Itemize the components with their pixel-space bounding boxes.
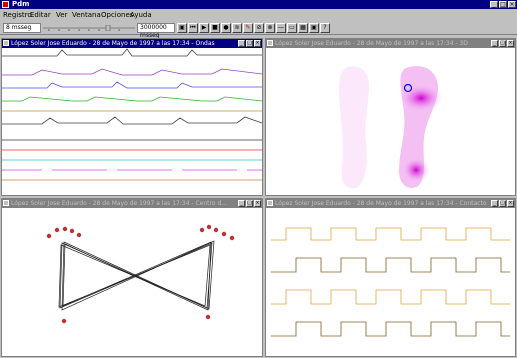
panel-3d: López Soler Jose Eduardo - 28 de Mayo de… <box>265 38 516 196</box>
menu-ayuda[interactable]: Ayuda <box>130 11 152 19</box>
contact-trace-3 <box>271 289 510 305</box>
panel-close-button[interactable]: × <box>507 200 514 207</box>
panel-contacto-title: López Soler Jose Eduardo - 28 de Mayo de… <box>275 200 487 207</box>
butterfly-path-2 <box>61 240 215 311</box>
slider-thumb <box>105 25 111 31</box>
menu-bar: Registro Editar Ver Ventana Opciones Ayu… <box>0 10 517 20</box>
wave-2 <box>2 68 262 76</box>
panel-maximize-button[interactable]: □ <box>246 40 253 47</box>
waves-icon[interactable]: ≋ <box>232 23 242 33</box>
stop-icon[interactable]: ■ <box>210 23 220 33</box>
menu-ventana[interactable]: Ventana <box>72 11 101 19</box>
help-icon[interactable]: ? <box>320 23 330 33</box>
panel-minimize-button[interactable]: _ <box>238 40 245 47</box>
marker-point <box>205 314 211 320</box>
wave-6 <box>2 116 262 125</box>
start-time-field[interactable]: 8 msseg <box>3 23 41 33</box>
butterfly-path-3 <box>58 244 211 308</box>
toolbar: 8 msseg 3000000 msseg ▣ ⏮ ▶ ■ ● ≋ ✎ ⊘ ⊗ … <box>0 21 517 39</box>
marker-point <box>62 226 68 232</box>
marker-point <box>69 228 75 234</box>
panel-centro-title: López Soler Jose Eduardo - 28 de Mayo de… <box>11 200 227 207</box>
panel-maximize-button[interactable]: □ <box>499 200 506 207</box>
menu-opciones[interactable]: Opciones <box>101 11 134 19</box>
pressure-map[interactable] <box>266 48 515 195</box>
contact-trace-1 <box>271 227 510 241</box>
end-time-field[interactable]: 3000000 msseg <box>137 23 175 39</box>
marker-point <box>76 232 82 238</box>
pressure-icon[interactable]: ⊗ <box>265 23 275 33</box>
marker-point <box>229 235 235 241</box>
contact-trace-2 <box>271 257 510 273</box>
panel-icon[interactable] <box>267 200 273 206</box>
window-icon[interactable]: ▣ <box>309 23 319 33</box>
app-title: Pdm <box>12 0 30 8</box>
marker-point <box>206 224 212 230</box>
record-icon[interactable]: ● <box>221 23 231 33</box>
panel-contacto-titlebar[interactable]: López Soler Jose Eduardo - 28 de Mayo de… <box>266 199 515 208</box>
marker-point <box>199 227 205 233</box>
panel-contacto: López Soler Jose Eduardo - 28 de Mayo de… <box>265 198 516 357</box>
zoom-icon[interactable]: ⊘ <box>254 23 264 33</box>
left-foot-shape <box>338 66 370 189</box>
waves-plot[interactable] <box>2 48 262 195</box>
marker-point <box>221 231 227 237</box>
panel-ondas-title: López Soler Jose Eduardo - 28 de Mayo de… <box>11 40 215 47</box>
panel-icon[interactable] <box>3 40 9 46</box>
panel-ondas: López Soler Jose Eduardo - 28 de Mayo de… <box>1 38 263 196</box>
butterfly-path-4 <box>62 241 212 311</box>
wave-3 <box>2 81 262 89</box>
pressure-hotspot-heel <box>402 157 430 183</box>
panel-close-button[interactable]: × <box>507 40 514 47</box>
menu-registro[interactable]: Registro <box>3 11 32 19</box>
panel-ondas-titlebar[interactable]: López Soler Jose Eduardo - 28 de Mayo de… <box>2 39 262 48</box>
panel-3d-titlebar[interactable]: López Soler Jose Eduardo - 28 de Mayo de… <box>266 39 515 48</box>
marker-point <box>213 227 219 233</box>
panel-3d-title: López Soler Jose Eduardo - 28 de Mayo de… <box>275 40 468 47</box>
panel-maximize-button[interactable]: □ <box>246 200 253 207</box>
panel-close-button[interactable]: × <box>254 40 261 47</box>
marker-point <box>46 233 52 239</box>
center-of-pressure-plot[interactable] <box>2 208 262 356</box>
panel-icon[interactable] <box>267 40 273 46</box>
rewind-icon[interactable]: ⏮ <box>188 23 198 33</box>
menu-editar[interactable]: Editar <box>30 11 51 19</box>
wave-1 <box>2 48 262 57</box>
panel-centro-titlebar[interactable]: López Soler Jose Eduardo - 28 de Mayo de… <box>2 199 262 208</box>
panel-close-button[interactable]: × <box>254 200 261 207</box>
save-icon[interactable]: ▣ <box>177 23 187 33</box>
panel-minimize-button[interactable]: _ <box>491 200 498 207</box>
pressure-hotspot-forefoot <box>399 84 443 112</box>
time-slider[interactable] <box>43 25 135 31</box>
app-titlebar: Pdm _ □ × <box>0 0 517 9</box>
grid-icon[interactable]: ▦ <box>298 23 308 33</box>
marker-point <box>61 318 67 324</box>
marker-icon[interactable]: ✎ <box>243 23 253 33</box>
maximize-button[interactable]: □ <box>499 1 507 8</box>
close-button[interactable]: × <box>508 1 516 8</box>
wave-4 <box>2 96 262 102</box>
panel-centro: López Soler Jose Eduardo - 28 de Mayo de… <box>1 198 263 357</box>
panel-maximize-button[interactable]: □ <box>499 40 506 47</box>
center-of-pressure-marker <box>403 83 413 93</box>
contact-trace-4 <box>271 321 510 337</box>
contact-plot[interactable] <box>266 208 515 356</box>
marker-point <box>54 227 60 233</box>
menu-ver[interactable]: Ver <box>56 11 68 19</box>
minimize-button[interactable]: _ <box>490 1 498 8</box>
panel-minimize-button[interactable]: _ <box>238 200 245 207</box>
line-icon[interactable]: — <box>276 23 286 33</box>
app-icon[interactable] <box>2 1 9 8</box>
panel-icon[interactable] <box>3 200 9 206</box>
panel-minimize-button[interactable]: _ <box>491 40 498 47</box>
play-icon[interactable]: ▶ <box>199 23 209 33</box>
contact-icon[interactable]: ▭ <box>287 23 297 33</box>
